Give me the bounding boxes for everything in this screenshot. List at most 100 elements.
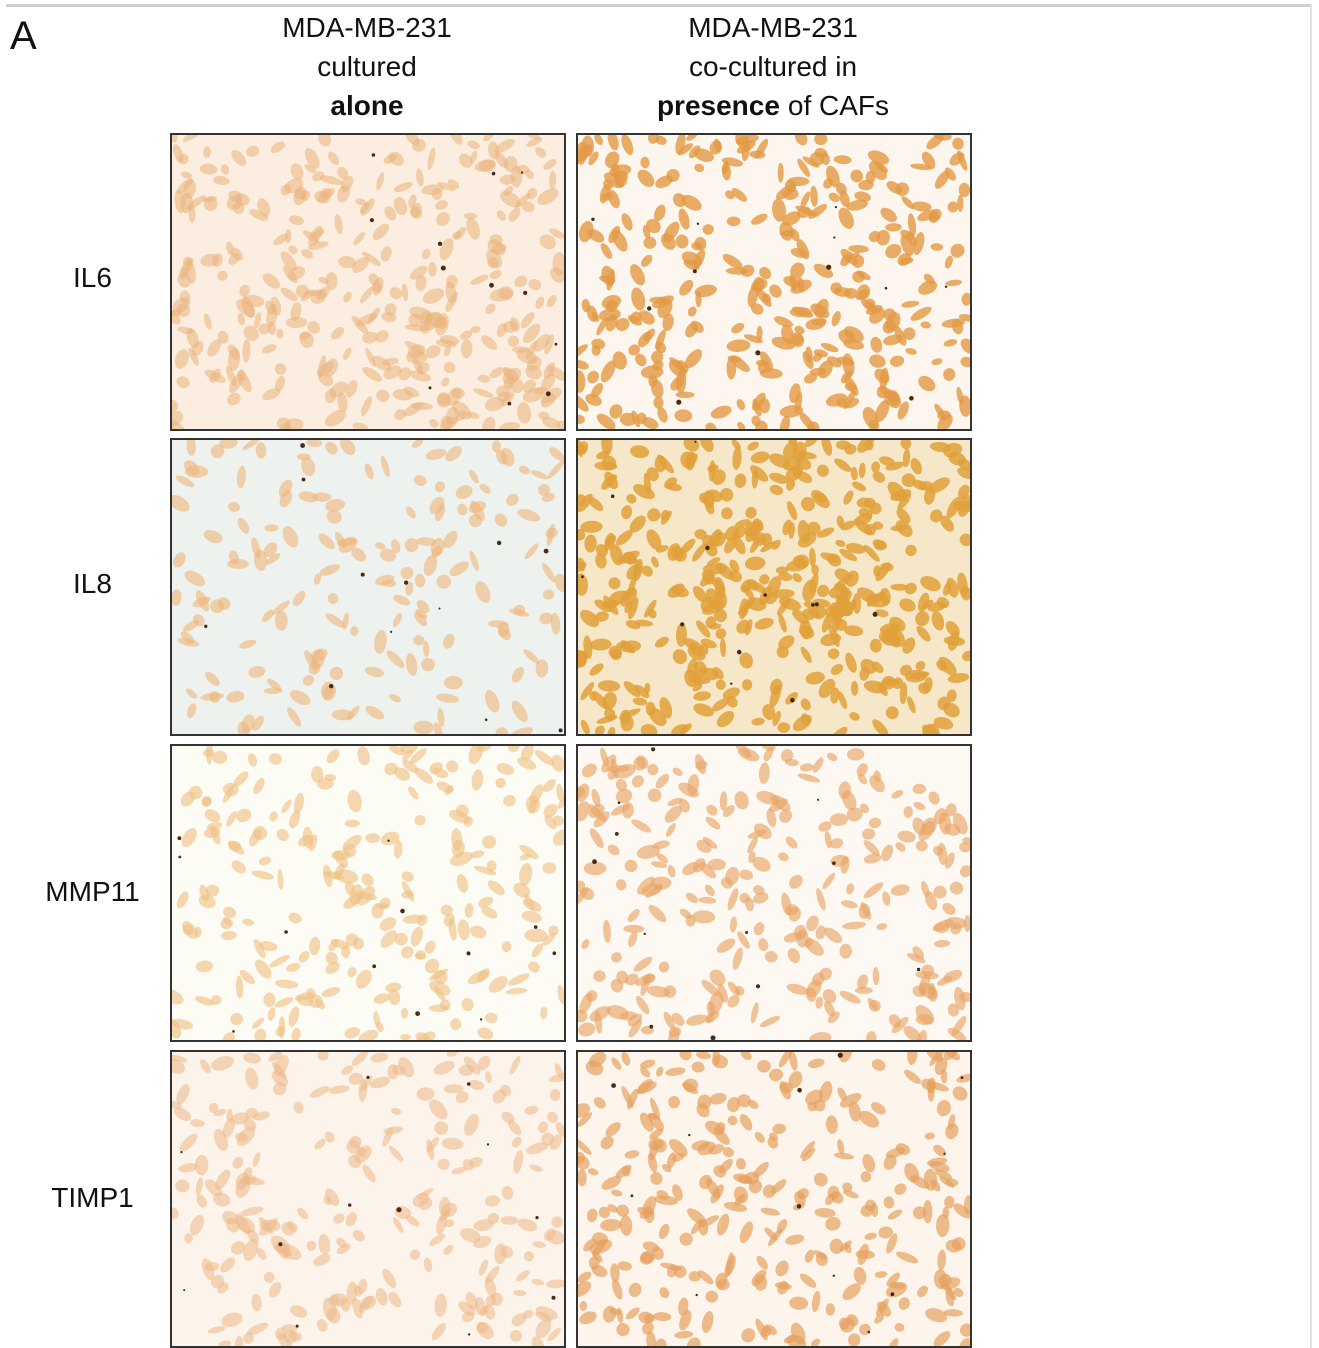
debris [943,1153,945,1155]
debris [644,933,646,935]
header-line: MDA-MB-231 [563,8,983,47]
debris [521,171,523,173]
debris [544,549,549,554]
header-text: presence [657,90,780,121]
cell [778,163,784,183]
figure: A MDA-MB-231culturedalone MDA-MB-231co-c… [0,0,1319,1348]
debris [278,1242,282,1246]
debris [183,1289,185,1291]
debris [467,951,471,955]
debris [534,925,538,929]
debris [178,856,181,859]
debris [492,172,496,176]
header-text: cultured [317,51,417,82]
debris [763,593,767,597]
debris [647,306,651,310]
debris [730,683,732,685]
debris [697,223,699,225]
debris [559,728,563,732]
cell [206,885,220,897]
debris [815,602,819,606]
row-label: IL8 [20,568,165,600]
debris [615,832,619,836]
debris [696,1294,698,1296]
debris [651,747,655,751]
debris [835,206,837,208]
column-header: MDA-MB-231culturedalone [157,8,577,125]
debris [694,441,696,443]
debris [811,603,815,607]
debris [535,1216,538,1219]
debris [497,541,501,545]
debris [400,909,405,914]
debris [467,1082,471,1086]
debris [790,698,795,703]
debris [404,581,408,585]
micrograph-image [172,1052,564,1346]
debris [817,799,819,801]
debris [415,1011,420,1016]
micrograph [170,744,566,1042]
debris [487,1143,489,1145]
debris [468,1333,470,1335]
debris [370,218,374,222]
debris [611,1083,616,1088]
debris [676,400,681,405]
debris [284,930,288,934]
debris [745,931,748,934]
debris [649,1025,653,1029]
cell [727,217,741,227]
debris [438,242,442,246]
debris [546,391,551,396]
debris [302,478,306,482]
row-label: TIMP1 [20,1182,165,1214]
micrograph-image [578,1052,970,1346]
debris [705,546,709,550]
header-line: cultured [157,47,577,86]
debris [552,1296,556,1300]
debris [508,402,512,406]
debris [833,236,835,238]
debris [833,1275,835,1277]
debris [396,1207,401,1212]
debris [581,575,584,578]
debris [232,1030,235,1033]
cell [428,262,437,277]
micrograph-image [578,440,970,734]
micrograph-image [172,746,564,1040]
cell [934,923,949,933]
debris [204,625,207,628]
cell [444,676,463,689]
cell [655,455,667,472]
micrograph-image [172,440,564,734]
header-text: MDA-MB-231 [688,12,858,43]
debris [693,269,697,273]
panel-label: A [10,14,37,59]
debris [372,964,376,968]
debris [755,350,760,355]
debris [688,1134,690,1136]
debris [832,861,836,865]
debris [180,1151,182,1153]
header-text: MDA-MB-231 [282,12,452,43]
debris [390,631,392,633]
border [1310,4,1312,1348]
micrograph-image [578,746,970,1040]
cell [297,454,311,461]
debris [480,1018,482,1020]
debris [348,1203,351,1206]
cell [855,987,873,994]
debris [838,1053,843,1058]
header-text: co-cultured in [689,51,857,82]
border [6,4,1310,7]
debris [618,801,621,804]
debris [591,218,594,221]
header-line: MDA-MB-231 [157,8,577,47]
debris [429,386,432,389]
micrograph [170,133,566,431]
debris [489,283,494,288]
header-line: co-cultured in [563,47,983,86]
debris [592,859,597,864]
debris [885,287,888,290]
debris [439,608,441,610]
